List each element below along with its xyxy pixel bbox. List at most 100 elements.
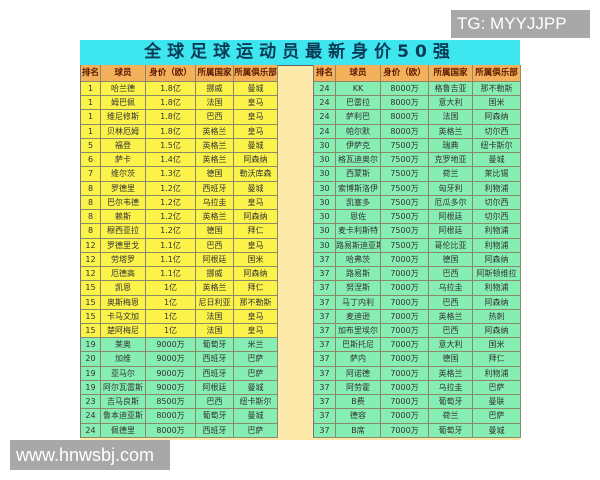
cell-club: 巴萨 [234,352,278,367]
cell-player: 路易斯迪亚斯 [336,238,381,253]
table-row: 37 加布里埃尔 7000万 巴西 阿森纳 [314,323,521,339]
ranking-sheet: 全球足球运动员最新身价50强 排名 球员 身价（欧） 所属国家 所属俱乐部 1 哈兰德 1.8… [80,40,521,440]
cell-club: 曼城 [234,82,278,97]
cell-club: 阿森纳 [234,267,278,282]
cell-player: 鲁本迪亚斯 [101,409,146,424]
cell-country: 挪威 [196,82,234,97]
header-value: 身价（欧） [381,65,429,82]
cell-rank: 7 [81,167,101,182]
cell-country: 德国 [429,352,473,367]
table-row: 37 巴斯托尼 7000万 意大利 国米 [314,338,521,353]
cell-club: 热刺 [473,309,521,324]
cell-country: 英格兰 [196,281,234,296]
table-row: 15 楚阿梅尼 1亿 法国 皇马 [81,323,278,339]
cell-club: 皇马 [234,195,278,211]
cell-player: 赖斯 [101,210,146,225]
watermark-bottom-left: www.hnwsbj.com [10,440,170,470]
cell-value: 1.8亿 [146,110,196,125]
cell-country: 葡萄牙 [196,338,234,353]
header-player: 球员 [336,65,381,82]
cell-country: 英格兰 [196,210,234,225]
cell-country: 巴西 [196,395,234,410]
cell-country: 德国 [196,224,234,239]
cell-club: 阿森纳 [473,110,521,125]
cell-country: 阿根廷 [429,210,473,225]
cell-rank: 37 [314,366,336,381]
cell-rank: 37 [314,352,336,367]
table-row: 1 贝林厄姆 1.8亿 英格兰 皇马 [81,124,278,139]
cell-value: 1.8亿 [146,96,196,111]
cell-player: 亚马尔 [101,366,146,381]
cell-country: 法国 [429,110,473,125]
cell-rank: 15 [81,309,101,324]
cell-value: 1亿 [146,323,196,339]
table-row: 15 奥斯梅恩 1亿 尼日利亚 那不勒斯 [81,295,278,310]
table-header-row: 排名 球员 身价（欧） 所属国家 所属俱乐部 [314,65,521,82]
cell-club: 拜仁 [234,281,278,296]
table-row: 24 巴雷拉 8000万 意大利 国米 [314,96,521,111]
table-row: 23 吉马良斯 8500万 巴西 纽卡斯尔 [81,395,278,410]
table-row: 7 维尔茨 1.3亿 德国 勒沃库森 [81,167,278,182]
cell-club: 曼城 [473,153,521,168]
cell-player: 楚阿梅尼 [101,323,146,339]
cell-value: 7000万 [381,395,429,410]
cell-country: 西班牙 [196,423,234,438]
cell-club: 利物浦 [473,224,521,239]
cell-club: 纽卡斯尔 [473,138,521,154]
cell-rank: 30 [314,153,336,168]
cell-player: 恩佐 [336,210,381,225]
cell-player: 穆西亚拉 [101,224,146,239]
cell-rank: 30 [314,195,336,211]
cell-rank: 30 [314,181,336,196]
cell-value: 1亿 [146,295,196,310]
table-header-row: 排名 球员 身价（欧） 所属国家 所属俱乐部 [81,65,278,82]
cell-club: 拜仁 [473,352,521,367]
cell-value: 1.2亿 [146,181,196,196]
cell-rank: 1 [81,96,101,111]
cell-value: 9000万 [146,366,196,381]
cell-club: 米兰 [234,338,278,353]
cell-value: 7000万 [381,267,429,282]
cell-player: 阿劳霍 [336,380,381,396]
cell-rank: 1 [81,110,101,125]
cell-country: 阿根廷 [429,224,473,239]
header-country: 所属国家 [429,65,473,82]
table-row: 37 马丁内利 7000万 巴西 阿森纳 [314,295,521,310]
cell-rank: 23 [81,395,101,410]
cell-club: 切尔西 [473,195,521,211]
cell-player: 厄德高 [101,267,146,282]
watermark-top-right: TG: MYYJJPP [451,10,590,38]
cell-club: 巴萨 [234,366,278,381]
cell-rank: 12 [81,238,101,253]
cell-player: 帕尔默 [336,124,381,139]
cell-value: 7000万 [381,423,429,438]
cell-rank: 19 [81,366,101,381]
cell-rank: 30 [314,210,336,225]
cell-value: 1.1亿 [146,252,196,268]
cell-rank: 1 [81,82,101,97]
cell-club: 曼城 [234,380,278,396]
cell-player: 马丁内利 [336,295,381,310]
cell-country: 意大利 [429,338,473,353]
sheet-title: 全球足球运动员最新身价50强 [80,40,520,66]
cell-country: 乌拉圭 [196,195,234,211]
cell-value: 1.3亿 [146,167,196,182]
cell-player: 萨利巴 [336,110,381,125]
cell-club: 阿森纳 [234,153,278,168]
cell-country: 英格兰 [429,309,473,324]
cell-player: 哈弗茨 [336,252,381,268]
cell-rank: 8 [81,224,101,239]
cell-value: 8000万 [146,409,196,424]
cell-player: B席 [336,423,381,438]
cell-player: 吉马良斯 [101,395,146,410]
cell-player: 巴尔韦德 [101,195,146,211]
cell-country: 巴西 [196,110,234,125]
table-row: 24 鲁本迪亚斯 8000万 葡萄牙 曼城 [81,409,278,424]
cell-rank: 37 [314,309,336,324]
cell-rank: 37 [314,295,336,310]
cell-player: 姆巴佩 [101,96,146,111]
cell-value: 9000万 [146,380,196,396]
table-row: 8 穆西亚拉 1.2亿 德国 拜仁 [81,224,278,239]
cell-rank: 6 [81,153,101,168]
cell-country: 葡萄牙 [429,395,473,410]
